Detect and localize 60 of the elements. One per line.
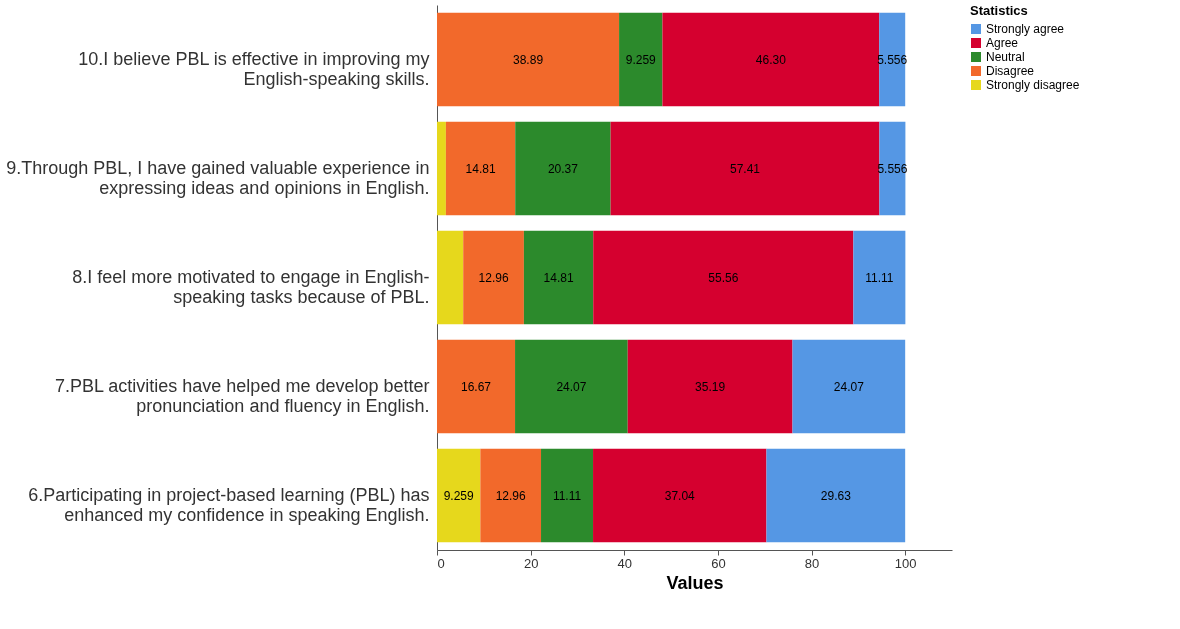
bar xyxy=(662,12,880,107)
x-tick-label: 40 xyxy=(617,555,633,571)
bar xyxy=(463,230,524,325)
y-tick-label: 6.Participating in project-based learning (PBL) has enhanced my confidence in speaking English. xyxy=(28,484,430,525)
data-label: 11.11 xyxy=(552,488,582,503)
bar xyxy=(766,448,906,543)
bar xyxy=(627,339,793,434)
data-label: 35.19 xyxy=(695,379,726,394)
bar xyxy=(437,121,446,216)
y-tick-label: 7.PBL activities have helped me develop better pronunciation and fluency in English. xyxy=(54,375,430,416)
data-label: 24.07 xyxy=(556,379,587,394)
bar xyxy=(619,12,663,107)
x-tick-label: 60 xyxy=(711,555,726,571)
bar xyxy=(593,448,767,543)
bar xyxy=(523,230,594,325)
bar xyxy=(593,230,854,325)
y-tick-label: 10.I believe PBL is effective in improving my English-speaking skills. xyxy=(78,48,430,89)
data-label: 29.63 xyxy=(820,488,852,503)
legend-label: Neutral xyxy=(986,50,1025,64)
x-tick-label: 80 xyxy=(804,555,820,571)
bar xyxy=(879,121,906,216)
data-label: 9.259 xyxy=(625,52,657,67)
data-label: 14.81 xyxy=(543,270,574,285)
bar xyxy=(792,339,906,434)
data-label: 9.259 xyxy=(443,488,475,503)
bar xyxy=(515,339,628,434)
bar xyxy=(541,448,594,543)
y-tick-label: 9.Through PBL, I have gained valuable experience in expressing ideas and opinions in English. xyxy=(6,157,430,198)
data-label: 16.67 xyxy=(461,379,492,394)
x-tick-label: 100 xyxy=(894,555,917,571)
data-label: 11.11 xyxy=(865,270,894,285)
bar xyxy=(853,230,906,325)
x-tick-label: 0 xyxy=(437,555,445,571)
data-label: 55.56 xyxy=(708,270,739,285)
bar xyxy=(437,339,516,434)
data-label: 14.81 xyxy=(465,161,496,176)
legend-title: Statistics xyxy=(970,3,1028,18)
data-label: 46.30 xyxy=(755,52,787,67)
legend-label: Agree xyxy=(986,36,1019,50)
x-tick-label: 20 xyxy=(523,555,539,571)
data-label: 37.04 xyxy=(664,488,696,503)
bar xyxy=(610,121,880,216)
data-label: 24.07 xyxy=(833,379,865,394)
legend-label: Strongly disagree xyxy=(986,78,1080,92)
data-label: 12.96 xyxy=(478,270,509,285)
data-label: 20.37 xyxy=(547,161,579,176)
bar xyxy=(515,121,611,216)
data-label: 38.89 xyxy=(513,52,544,67)
bar xyxy=(437,230,464,325)
bar xyxy=(480,448,542,543)
bar xyxy=(437,12,620,107)
x-axis-title: Values xyxy=(666,572,724,593)
y-tick-label: 8.I feel more motivated to engage in English-speaking tasks because of PBL. xyxy=(72,266,430,307)
legend-label: Disagree xyxy=(986,64,1035,78)
data-label: 57.41 xyxy=(729,161,761,176)
data-label: 12.96 xyxy=(495,488,527,503)
bar xyxy=(437,448,481,543)
bar xyxy=(445,121,516,216)
legend-label: Strongly agree xyxy=(986,22,1065,36)
bar xyxy=(879,12,906,107)
